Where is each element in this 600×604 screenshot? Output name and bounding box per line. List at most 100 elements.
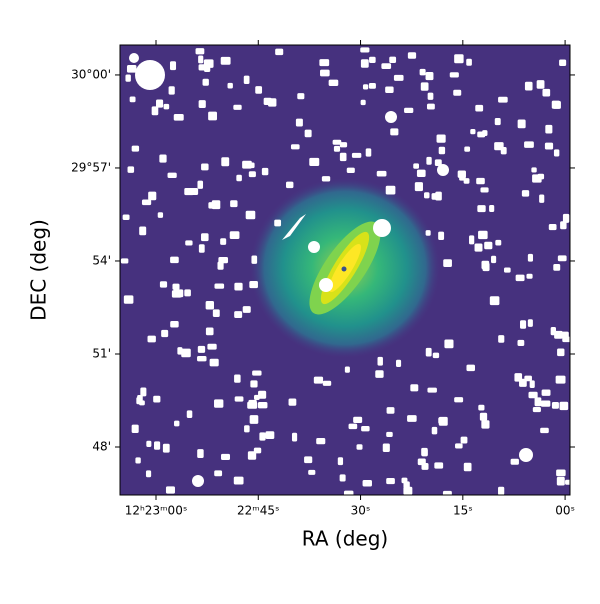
star: [274, 219, 282, 227]
star: [261, 167, 269, 176]
star: [559, 59, 567, 66]
star: [520, 320, 527, 329]
star: [365, 148, 372, 157]
star: [474, 243, 483, 252]
star: [198, 244, 205, 253]
star: [304, 129, 312, 138]
star: [377, 356, 383, 366]
star: [551, 100, 561, 109]
star: [125, 74, 131, 82]
image: [120, 45, 570, 495]
star: [360, 99, 366, 106]
star: [368, 82, 376, 89]
star: [245, 210, 256, 220]
star: [417, 458, 426, 466]
star: [141, 199, 152, 206]
star: [304, 456, 313, 464]
star: [453, 89, 462, 96]
y-tick-label: 51': [92, 346, 111, 360]
star: [230, 200, 238, 208]
y-tick-label: 29°57': [71, 160, 111, 174]
star: [386, 407, 395, 414]
star: [126, 65, 137, 73]
star: [454, 54, 464, 64]
star: [218, 256, 229, 264]
star: [517, 119, 526, 129]
star: [201, 163, 209, 171]
star: [376, 170, 387, 177]
star: [170, 256, 179, 264]
star: [247, 451, 257, 460]
star: [198, 55, 204, 64]
star: [434, 159, 442, 166]
star: [286, 181, 294, 189]
star: [495, 239, 502, 246]
star: [173, 289, 180, 297]
star: [146, 440, 152, 447]
star: [551, 401, 559, 409]
star: [470, 129, 476, 135]
star: [476, 177, 485, 185]
star: [393, 74, 404, 81]
star: [165, 486, 175, 494]
star: [291, 432, 298, 442]
star: [413, 163, 420, 169]
star: [454, 397, 464, 403]
star: [504, 267, 511, 273]
star: [328, 79, 339, 87]
star: [424, 192, 430, 199]
star: [197, 345, 206, 353]
star: [297, 93, 305, 100]
star: [348, 423, 358, 430]
star: [288, 398, 297, 406]
star: [252, 370, 262, 376]
star: [259, 432, 266, 441]
star: [253, 394, 260, 400]
star: [242, 306, 251, 313]
star: [234, 396, 244, 402]
star: [186, 410, 193, 418]
star: [389, 56, 397, 63]
star: [159, 281, 168, 288]
star: [184, 289, 191, 297]
star: [258, 390, 267, 399]
star: [205, 327, 214, 336]
star: [221, 157, 230, 167]
star: [477, 205, 486, 213]
star: [353, 416, 363, 424]
star: [403, 486, 413, 495]
star: [536, 80, 545, 89]
star: [197, 180, 204, 189]
star: [431, 426, 438, 435]
star: [556, 469, 566, 477]
star: [425, 230, 431, 236]
star: [135, 457, 141, 464]
star: [528, 391, 538, 399]
star: [157, 212, 164, 218]
star: [542, 88, 551, 97]
star: [316, 438, 326, 445]
star: [140, 387, 147, 397]
star: [234, 374, 241, 383]
star: [154, 441, 161, 450]
star: [491, 255, 497, 264]
star: [550, 326, 557, 336]
star: [531, 167, 537, 173]
star: [249, 415, 259, 424]
star: [460, 436, 468, 444]
star: [185, 240, 193, 246]
star: [360, 47, 370, 53]
star: [529, 380, 535, 388]
star: [123, 295, 134, 304]
star: [343, 490, 354, 495]
star: [395, 359, 402, 367]
star: [555, 375, 566, 384]
star: [145, 470, 152, 478]
star: [434, 462, 444, 469]
star: [562, 213, 570, 223]
y-axis-label: DEC (deg): [27, 219, 51, 321]
star: [438, 416, 448, 426]
star: [498, 486, 505, 495]
star: [229, 231, 240, 240]
star: [265, 431, 275, 440]
